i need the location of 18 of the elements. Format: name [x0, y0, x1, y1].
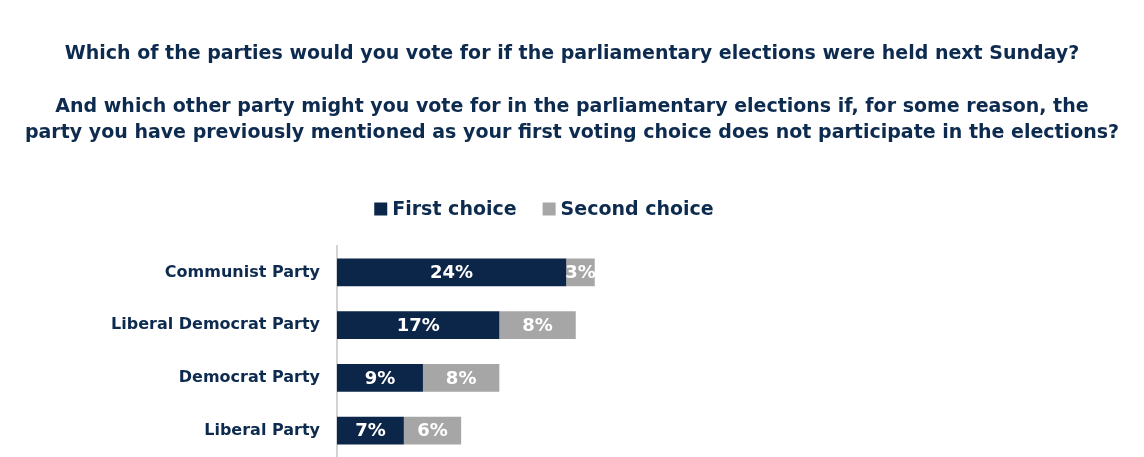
- data-label: 17%: [396, 313, 440, 335]
- chart-title: Which of the parties would you vote for if the parliamentary elections were held next Sunday?: [63, 40, 1081, 64]
- y-tick-label: Liberal Party: [204, 419, 321, 439]
- legend-label: First choice: [392, 196, 517, 219]
- data-label: 3%: [565, 261, 596, 283]
- data-label: 8%: [522, 313, 553, 335]
- data-label: 24%: [430, 261, 474, 283]
- data-label: 9%: [364, 366, 396, 388]
- y-tick-label: Communist Party: [164, 261, 321, 281]
- bar: [337, 258, 567, 287]
- chart-subtitle: And which other party might you vote for in the parliamentary elections if, for some reason, the party you have previously mentioned as your first voting choice does not participate in the elections?: [23, 93, 1121, 144]
- y-tick-label: Liberal Democrat Party: [111, 314, 321, 334]
- data-label: 6%: [417, 419, 448, 441]
- bar: [337, 311, 500, 340]
- y-tick-label: Democrat Party: [178, 367, 321, 387]
- data-label: 8%: [445, 366, 477, 388]
- legend-label: Second choice: [560, 196, 714, 219]
- data-label: 7%: [355, 419, 386, 441]
